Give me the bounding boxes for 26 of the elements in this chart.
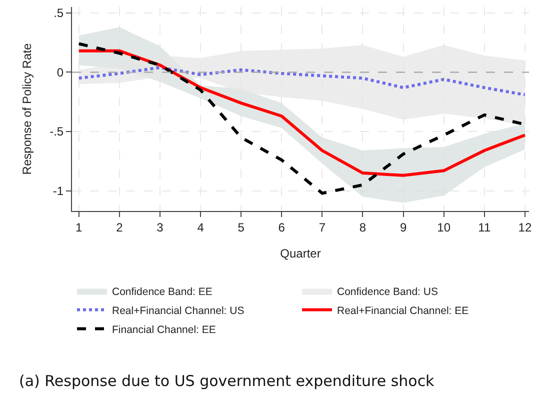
x-tick-label: 6 <box>278 220 286 234</box>
legend-label: Confidence Band: US <box>337 286 438 298</box>
x-tick-label: 12 <box>518 220 532 234</box>
legend-label: Real+Financial Channel: US <box>112 304 244 317</box>
x-tick-label: 9 <box>400 220 407 234</box>
legend-label: Confidence Band: EE <box>112 286 212 298</box>
y-tick-label: 0 <box>56 65 64 80</box>
text: (a) Response due to US government expenditure shock <box>19 372 435 390</box>
x-tick-label: 7 <box>318 220 326 234</box>
x-tick-label: 1 <box>76 220 83 234</box>
x-tick-label: 2 <box>116 220 124 234</box>
y-tick-label: .5 <box>54 6 64 20</box>
x-tick-label: 8 <box>359 220 366 234</box>
line-series <box>77 49 526 177</box>
y-axis-title: Response of Policy Rate <box>20 42 34 175</box>
x-tick-label: 4 <box>197 220 204 234</box>
x-tick-label: 3 <box>156 220 164 234</box>
x-tick-label: 5 <box>238 220 245 234</box>
y-tick-label: -.5 <box>50 124 64 139</box>
legend-label: Real+Financial Channel: EE <box>337 304 469 317</box>
x-axis-title: Quarter <box>280 246 321 260</box>
x-tick-label: 11 <box>478 220 491 234</box>
y-tick-label: -1 <box>52 184 64 198</box>
x-tick-label: 10 <box>437 220 451 234</box>
line-series <box>77 66 526 96</box>
legend-label: Financial Channel: EE <box>112 324 216 336</box>
